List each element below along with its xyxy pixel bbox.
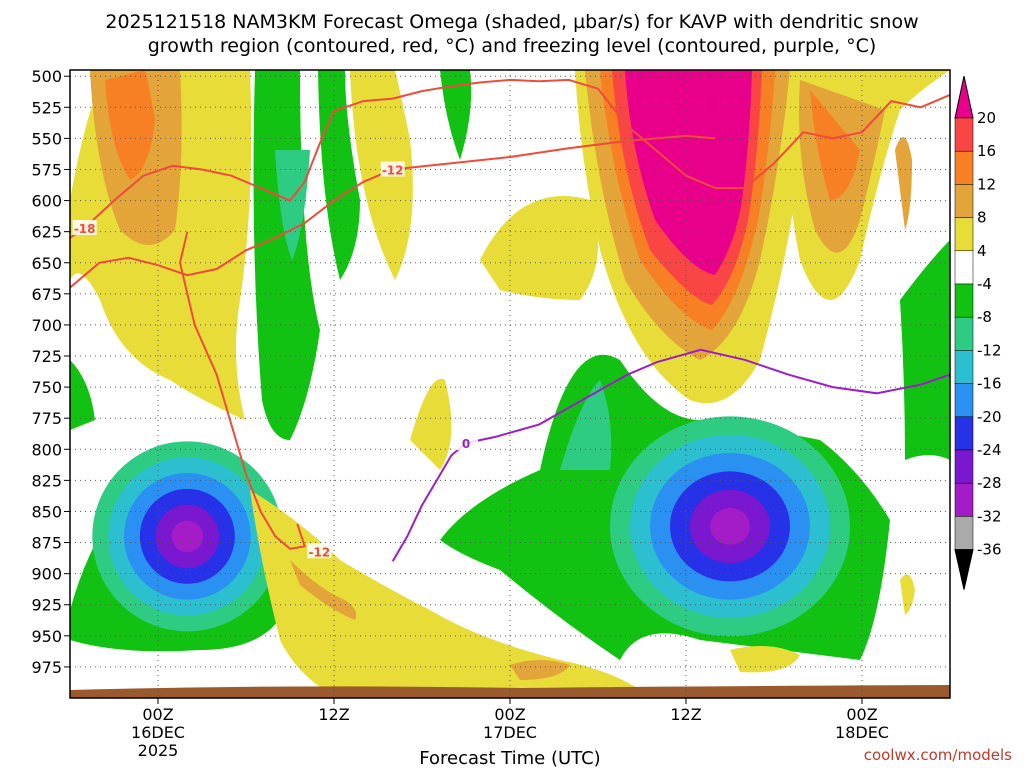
colorbar-label: -32 [977,507,1002,525]
y-tick-label: 625 [31,223,62,242]
y-tick-label: 975 [31,658,62,677]
contour-dgz-minus-12 [70,134,716,289]
colorbar-bin-5 [954,250,974,285]
contour-label-bg [380,161,405,177]
x-tick-label: 12Z [670,705,701,724]
x-tick-label: 16DEC [131,723,185,742]
contour-label-dgz-minus-12: -12 [382,163,404,177]
colorbar [954,75,974,590]
colorbar-label: -20 [977,408,1002,426]
colorbar-bin-3 [954,184,974,218]
descent-mid-small-4 [410,378,452,470]
colorbar-label: -16 [977,375,1002,393]
x-axis-label: Forecast Time (UTC) [419,748,600,768]
y-tick-label: 700 [31,316,62,335]
colorbar-label: -36 [977,541,1002,559]
colorbar-bin-13 [954,516,974,550]
ascent-right-edge [900,240,950,460]
omega-field: -12 -18 -12 0 [70,70,950,698]
ascent-upper-column-1 [253,70,320,440]
colorbar-bin-9 [954,383,974,418]
credit-text: coolwx.com/models [864,746,1012,764]
colorbar-bin-4 [954,217,974,252]
x-tick-label: 00Z [142,705,173,724]
colorbar-bin-last [954,549,974,590]
y-tick-label: 950 [31,627,62,646]
contour-label-bg [454,435,478,451]
colorbar-label: 12 [977,175,996,193]
colorbar-label: 8 [977,209,987,227]
y-tick-label: 600 [31,192,62,211]
colorbar-bin-6 [954,283,974,318]
y-tick-label: 675 [31,285,62,304]
contour-dgz-lower [178,231,307,550]
y-tick-label: 925 [31,596,62,615]
y-tick-label: 500 [31,67,62,86]
colorbar-bin-12 [954,482,974,517]
y-tick-label: 800 [31,440,62,459]
y-tick-label: 575 [31,160,62,179]
colorbar-bin-8 [954,350,974,384]
colorbar-label: -4 [977,275,992,293]
x-tick-label: 00Z [846,705,877,724]
y-tick-label: 875 [31,534,62,553]
descent-low-right-4 [730,646,800,673]
ascent-right-level-5 [710,508,750,545]
ascent-upper-column-1-core [275,150,310,260]
descent-low-band-4 [250,490,640,698]
descent-upper-left-12 [105,70,155,180]
colorbar-label: -28 [977,474,1002,492]
title-line-1: 2025121518 NAM3KM Forecast Omega (shaded… [105,11,918,33]
ascent-left [92,441,283,632]
colorbar-label: -8 [977,308,992,326]
x-tick-label: 12Z [318,705,349,724]
x-tick-label: 00Z [494,705,525,724]
y-tick-label: 750 [31,378,62,397]
colorbar-bin-0 [954,75,974,119]
contour-label-freezing-level: 0 [462,437,470,451]
descent-low-band-8 [290,560,357,620]
colorbar-bin-7 [954,316,974,351]
ascent-left-edge [70,360,95,430]
contour-label-dgz-lower: -12 [308,545,330,559]
terrain [70,685,950,698]
contour-label-bg [307,543,332,559]
colorbar-bin-2 [954,150,974,185]
x-tick-label: 17DEC [483,723,537,742]
descent-upper-right-12 [810,90,860,200]
x-tick-label: 2025 [138,741,179,760]
y-tick-label: 525 [31,98,62,117]
descent-low-right-edge-4 [900,574,915,615]
contour-label-dgz-minus-18: -18 [74,222,96,236]
colorbar-label: 16 [977,142,996,160]
colorbar-label: -12 [977,341,1002,359]
colorbar-bin-1 [954,117,974,152]
y-tick-label: 550 [31,129,62,148]
y-tick-label: 850 [31,502,62,521]
descent-plume-20 [625,70,752,275]
colorbar-bin-10 [954,416,974,451]
y-tick-label: 650 [31,254,62,273]
y-tick-label: 825 [31,471,62,490]
colorbar-bin-11 [954,449,974,484]
y-tick-label: 900 [31,565,62,584]
grid [70,70,950,698]
contour-dgz-minus-18 [70,78,950,239]
colorbar-label: -24 [977,441,1002,459]
descent-low-spot-8 [510,660,570,680]
contour-freezing-level [391,348,950,562]
ascent-upper-column-3 [440,70,472,160]
x-tick-label: 18DEC [835,723,889,742]
ascent-right-upper [560,380,612,470]
y-tick-label: 725 [31,347,62,366]
ascent-left-level-5 [171,520,204,553]
title-line-2: growth region (contoured, red, °C) and f… [148,35,877,57]
y-tick-label: 775 [31,409,62,428]
colorbar-label: 20 [977,109,996,127]
descent-mid-4 [480,196,598,300]
colorbar-label: 4 [977,242,987,260]
contour-label-bg [72,219,97,235]
descent-right-thin-8 [895,137,912,230]
